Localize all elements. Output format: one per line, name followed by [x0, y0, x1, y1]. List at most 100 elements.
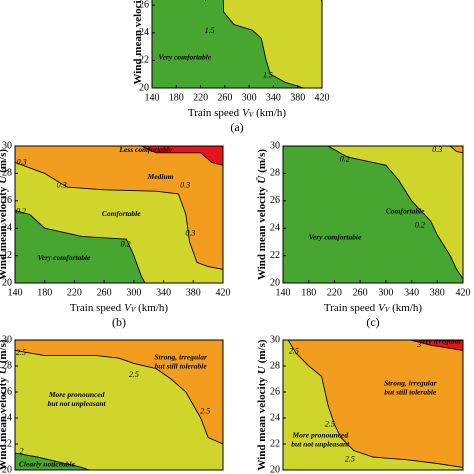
- region: [15, 350, 223, 470]
- region-label: Strong, irregular: [154, 352, 207, 361]
- y-axis-label: Wind mean velocity U (m/s): [0, 149, 9, 280]
- y-tick-label: 26: [270, 195, 280, 206]
- axes-frame: [14, 145, 224, 284]
- region: [141, 146, 223, 166]
- region: [328, 146, 463, 279]
- region: [283, 146, 463, 283]
- y-tick-label: 24: [2, 222, 12, 233]
- region-label: Strong, irregular: [384, 378, 437, 387]
- y-axis-label-part: Wind mean velocity: [256, 186, 268, 280]
- region: [283, 340, 463, 470]
- y-axis-label-part: U: [0, 365, 9, 374]
- x-axis-label-part: (km/h): [256, 107, 286, 119]
- y-axis-label-part: Ū: [256, 175, 268, 184]
- x-tick-label: 420: [216, 287, 231, 298]
- y-tick-label: 20: [2, 277, 12, 288]
- region: [288, 340, 463, 468]
- contour-label: 2.5: [289, 347, 299, 356]
- x-tick-label: 380: [430, 287, 445, 298]
- y-axis-label-part: (m/s): [256, 339, 268, 363]
- region-label: but still tolerable: [155, 361, 208, 370]
- region: [223, 0, 322, 88]
- x-tick-label: 260: [353, 287, 368, 298]
- x-tick-label: 380: [290, 92, 305, 103]
- x-tick-label: 340: [156, 287, 171, 298]
- y-tick-label: 22: [2, 250, 12, 261]
- x-tick-label: 300: [126, 287, 141, 298]
- y-tick-label: 20: [2, 464, 12, 474]
- x-axis-label: Train speed VV (km/h): [188, 107, 287, 119]
- y-tick-label: 24: [139, 27, 149, 38]
- contour-label: 2.5: [200, 406, 210, 415]
- region-label: More pronounced: [48, 390, 105, 399]
- contour-line: [287, 340, 463, 468]
- axes-frame: [14, 339, 224, 471]
- y-tick-label: 22: [270, 250, 280, 261]
- x-tick-label: 220: [193, 92, 208, 103]
- region-label: Clearly noticeable: [19, 460, 76, 469]
- y-axis-label: Wind mean velocity Ū (m/s): [256, 149, 268, 280]
- x-axis-label: Train speed VV (km/h): [70, 302, 169, 314]
- region: [450, 146, 463, 153]
- region-label: Very comfortable: [309, 233, 362, 242]
- y-tick-label: 26: [270, 386, 280, 397]
- x-tick-label: 220: [327, 287, 342, 298]
- y-axis-label: Wind mean velocity U (m/s): [0, 339, 9, 470]
- x-tick-label: 420: [456, 287, 471, 298]
- region: [15, 210, 145, 283]
- contour-line: [141, 146, 223, 166]
- contour-line: [15, 209, 146, 283]
- y-tick-label: 30: [270, 334, 280, 345]
- x-tick-label: 140: [145, 92, 160, 103]
- region-label: Medium: [147, 172, 174, 181]
- region: [15, 453, 90, 470]
- y-axis-label-part: (m/s): [0, 149, 9, 173]
- panel: Very comfortable Comfortable Medium Less co…: [0, 140, 231, 328]
- contour-label: 2.5: [325, 419, 335, 428]
- y-tick-label: 20: [139, 82, 149, 93]
- contour-label: 0.2: [415, 220, 425, 229]
- contour-line: [15, 349, 223, 445]
- y-tick-label: 22: [2, 438, 12, 449]
- x-axis-label-part: V: [378, 302, 386, 314]
- region-label: but still tolerable: [384, 387, 437, 396]
- x-tick-label: 260: [217, 92, 232, 103]
- y-axis-label-part: Wind mean velocity: [0, 377, 9, 471]
- plot-area: Very comfortable Comfortable Medium Less co…: [15, 146, 223, 283]
- contour-label: 0.3: [57, 181, 67, 190]
- region: [410, 340, 463, 351]
- x-tick-label: 180: [301, 287, 316, 298]
- y-tick-label: 30: [2, 334, 12, 345]
- region-label: Very comfortable: [158, 52, 211, 61]
- axes-frame: [151, 0, 323, 89]
- x-axis-label-part: V: [242, 107, 250, 119]
- contour-line: [222, 0, 304, 88]
- region-label: but not unpleasant: [48, 399, 107, 408]
- x-axis-label-part: V: [385, 306, 390, 314]
- panel: Very comfortable Comfortable 1.5 1.5 20 22 24 2…: [132, 0, 330, 134]
- y-tick-label: 22: [139, 55, 149, 66]
- panel-label: (b): [112, 315, 126, 329]
- y-tick-label: 28: [270, 168, 280, 179]
- contour-label: 3: [416, 340, 421, 349]
- y-tick-label: 24: [270, 412, 280, 423]
- region: [15, 340, 223, 444]
- contour-line: [410, 340, 463, 351]
- y-tick-label: 30: [2, 140, 12, 151]
- contour-line: [327, 146, 463, 280]
- panel: Very comfortable Comfortable 0.2 0.2 0.3 20 22…: [256, 140, 471, 328]
- region: [15, 146, 223, 270]
- x-tick-label: 420: [315, 92, 330, 103]
- y-axis-label-part: (m/s): [256, 149, 268, 173]
- x-tick-label: 300: [242, 92, 257, 103]
- y-tick-label: 28: [270, 360, 280, 371]
- y-axis-label-part: U: [0, 175, 9, 184]
- x-axis-label-part: V: [124, 302, 132, 314]
- region-label: Very comfortable: [38, 253, 91, 262]
- y-axis-label-part: Wind mean velocity: [132, 0, 144, 85]
- contour-line: [449, 146, 463, 154]
- x-axis-label-part: V: [131, 306, 136, 314]
- x-axis-label-part: Train speed: [324, 302, 376, 314]
